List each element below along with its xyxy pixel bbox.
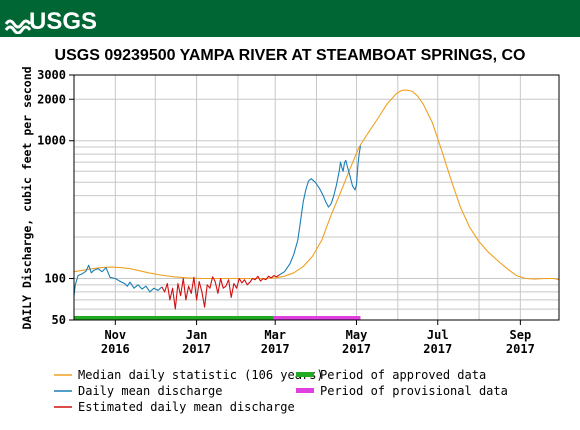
x-tick-month: Nov xyxy=(104,328,126,342)
y-tick-label: 2000 xyxy=(37,92,66,106)
x-tick-year: 2017 xyxy=(342,342,371,356)
legend-label: Estimated daily mean discharge xyxy=(78,400,295,414)
series-line xyxy=(278,145,362,276)
data-period-bars xyxy=(74,316,361,320)
chart-gridlines xyxy=(74,74,559,320)
series-line xyxy=(73,89,560,281)
usgs-logo-text: USGS xyxy=(29,8,97,34)
y-tick-label: 100 xyxy=(44,272,66,286)
period-bar xyxy=(74,316,274,320)
x-tick-month: Mar xyxy=(264,328,286,342)
plot-frame xyxy=(73,74,560,321)
legend-label: Median daily statistic (106 years) xyxy=(78,368,324,382)
x-tick-month: Jul xyxy=(427,328,449,342)
legend-swatch xyxy=(296,372,314,377)
y-tick-label: 50 xyxy=(52,313,66,327)
x-tick-month: Sep xyxy=(510,328,532,342)
y-axis-ticks: 50 100 1000 2000 3000 xyxy=(37,68,74,327)
x-tick-year: 2017 xyxy=(261,342,290,356)
y-tick-label: 1000 xyxy=(37,134,66,148)
usgs-logo: USGS xyxy=(4,8,97,34)
legend-swatch xyxy=(296,388,314,393)
legend-label: Period of approved data xyxy=(320,368,486,382)
x-axis-ticks: Nov2016Jan2017Mar2017May2017Jul2017Sep20… xyxy=(101,320,535,356)
usgs-banner: USGS xyxy=(0,0,580,37)
series-line xyxy=(161,274,280,310)
x-tick-year: 2017 xyxy=(182,342,211,356)
x-tick-year: 2016 xyxy=(101,342,130,356)
chart-legend: Median daily statistic (106 years)Period… xyxy=(54,368,508,414)
y-tick-label: 3000 xyxy=(37,68,66,82)
series-lines xyxy=(73,89,560,310)
legend-label: Daily mean discharge xyxy=(78,384,223,398)
legend-label: Period of provisional data xyxy=(320,384,508,398)
x-tick-month: May xyxy=(346,328,368,342)
y-axis-label: DAILY Discharge, cubic feet per second xyxy=(20,66,34,329)
series-line xyxy=(73,264,163,296)
x-tick-month: Jan xyxy=(186,328,208,342)
x-tick-year: 2017 xyxy=(506,342,535,356)
period-bar xyxy=(273,316,361,320)
x-tick-year: 2017 xyxy=(423,342,452,356)
chart-title: USGS 09239500 YAMPA RIVER AT STEAMBOAT S… xyxy=(55,47,526,64)
